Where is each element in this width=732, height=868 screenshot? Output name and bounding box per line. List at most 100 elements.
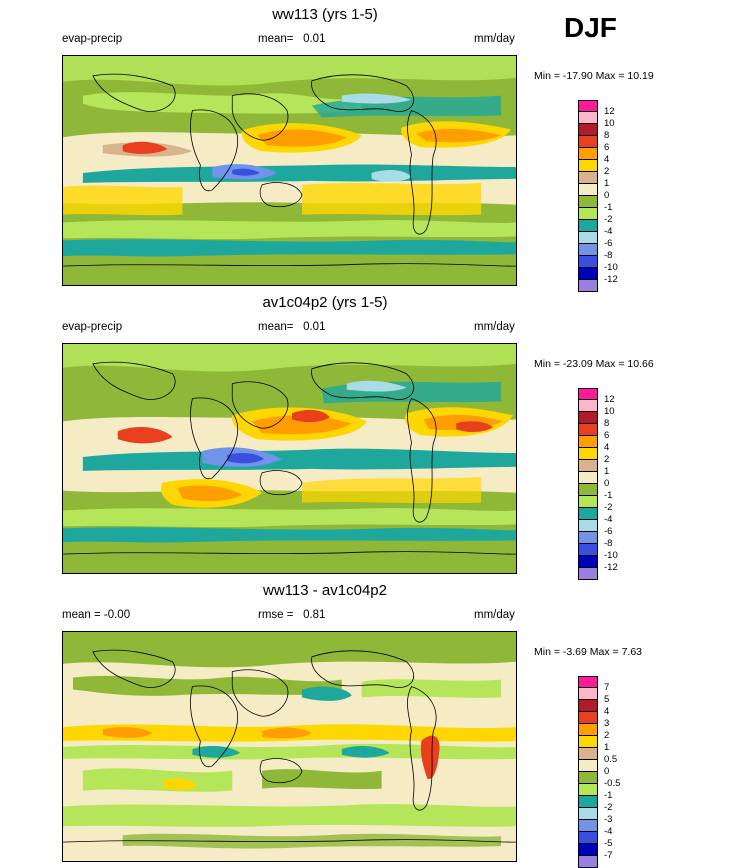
legend-swatch (578, 532, 598, 544)
legend-label: -6 (604, 238, 613, 249)
legend-swatch (578, 748, 598, 760)
legend-swatch (578, 772, 598, 784)
units-label: mm/day (474, 321, 515, 333)
legend-label: -6 (604, 526, 613, 537)
legend-swatch (578, 244, 598, 256)
legend-label: 2 (604, 454, 610, 465)
legend-swatch (578, 100, 598, 112)
legend-label: 1 (604, 466, 610, 477)
mean-label: mean= (258, 321, 294, 333)
legend-swatch (578, 676, 598, 688)
panel-difference: ww113 - av1c04p2 mean = -0.00 rmse = 0.8… (0, 576, 732, 868)
max-label: Max = (589, 646, 619, 658)
legend-swatch (578, 160, 598, 172)
legend-swatch (578, 172, 598, 184)
min-value: -3.69 (562, 646, 587, 658)
units-label: mm/day (474, 609, 515, 621)
legend-swatch (578, 412, 598, 424)
legend-label: -4 (604, 826, 613, 837)
panel-ww113: ww113 (yrs 1-5) evap-precip mean= 0.01 m… (0, 0, 732, 292)
legend-swatch (578, 448, 598, 460)
legend-label: -2 (604, 502, 613, 513)
legend-swatch (578, 508, 598, 520)
panel-title: av1c04p2 (yrs 1-5) (262, 294, 388, 311)
legend-swatch (578, 808, 598, 820)
legend-swatch (578, 388, 598, 400)
legend-swatch (578, 124, 598, 136)
legend-label: 8 (604, 130, 610, 141)
legend-label: 6 (604, 430, 610, 441)
min-label: Min = (534, 646, 560, 658)
legend-swatch (578, 436, 598, 448)
mean-stat: mean= 0.01 (258, 33, 325, 45)
legend-swatch (578, 568, 598, 580)
units-label: mm/day (474, 33, 515, 45)
legend-swatch (578, 496, 598, 508)
legend-swatch (578, 148, 598, 160)
legend-swatch (578, 184, 598, 196)
legend-label: -4 (604, 226, 613, 237)
color-legend: 12 10 8 6 4 2 1 0 -1 -2 -4 -6 -8 -10 -12 (578, 388, 618, 580)
legend-label: 1 (604, 178, 610, 189)
legend-label: 0 (604, 478, 610, 489)
panel-title: ww113 - av1c04p2 (263, 582, 387, 599)
legend-label: -4 (604, 514, 613, 525)
legend-label: -1 (604, 790, 613, 801)
mean-stat: mean= 0.01 (258, 321, 325, 333)
legend-swatch (578, 712, 598, 724)
legend-swatch (578, 220, 598, 232)
legend-swatch (578, 232, 598, 244)
panel-title: ww113 (yrs 1-5) (272, 6, 378, 23)
legend-swatch (578, 424, 598, 436)
legend-label: -2 (604, 802, 613, 813)
legend-swatch (578, 196, 598, 208)
min-value: -23.09 (562, 358, 593, 370)
min-value: -17.90 (562, 70, 593, 82)
legend-swatch (578, 484, 598, 496)
mean-value: 0.01 (303, 321, 326, 333)
legend-swatch (578, 736, 598, 748)
legend-swatch (578, 208, 598, 220)
legend-swatch (578, 856, 598, 868)
legend-label: 0 (604, 766, 610, 777)
legend-label: 6 (604, 142, 610, 153)
legend-swatch (578, 796, 598, 808)
min-max-readout: Min = -17.90 Max = 10.19 (534, 70, 654, 82)
season-label: DJF (564, 12, 617, 43)
legend-swatch (578, 544, 598, 556)
panel-av1c04p2: av1c04p2 (yrs 1-5) evap-precip mean= 0.0… (0, 288, 732, 580)
legend-label: -8 (604, 538, 613, 549)
legend-label: 8 (604, 418, 610, 429)
max-value: 7.63 (621, 646, 642, 658)
rmse-value: 0.81 (303, 609, 326, 621)
legend-label: 12 (604, 394, 615, 405)
legend-swatch (578, 556, 598, 568)
legend-swatch (578, 136, 598, 148)
max-label: Max = (595, 358, 625, 370)
legend-label: -3 (604, 814, 613, 825)
legend-swatch (578, 268, 598, 280)
legend-swatch (578, 520, 598, 532)
max-value: 10.19 (627, 70, 654, 82)
legend-swatch (578, 280, 598, 292)
legend-label: 5 (604, 694, 610, 705)
legend-label: -12 (604, 562, 618, 573)
variable-label: evap-precip (62, 33, 123, 45)
difference-map (62, 631, 517, 862)
legend-swatch (578, 784, 598, 796)
legend-label: 12 (604, 106, 615, 117)
legend-label: 0 (604, 190, 610, 201)
legend-label: -1 (604, 490, 613, 501)
legend-swatch (578, 400, 598, 412)
evap-precip-map (62, 55, 517, 286)
legend-label: -5 (604, 838, 613, 849)
mean-stat: mean = -0.00 (62, 609, 131, 621)
variable-label: evap-precip (62, 321, 123, 333)
legend-label: -10 (604, 550, 618, 561)
legend-swatch (578, 472, 598, 484)
legend-swatch (578, 256, 598, 268)
legend-swatch (578, 724, 598, 736)
legend-label: 10 (604, 118, 615, 129)
mean-label: mean= (258, 33, 294, 45)
legend-swatch (578, 844, 598, 856)
